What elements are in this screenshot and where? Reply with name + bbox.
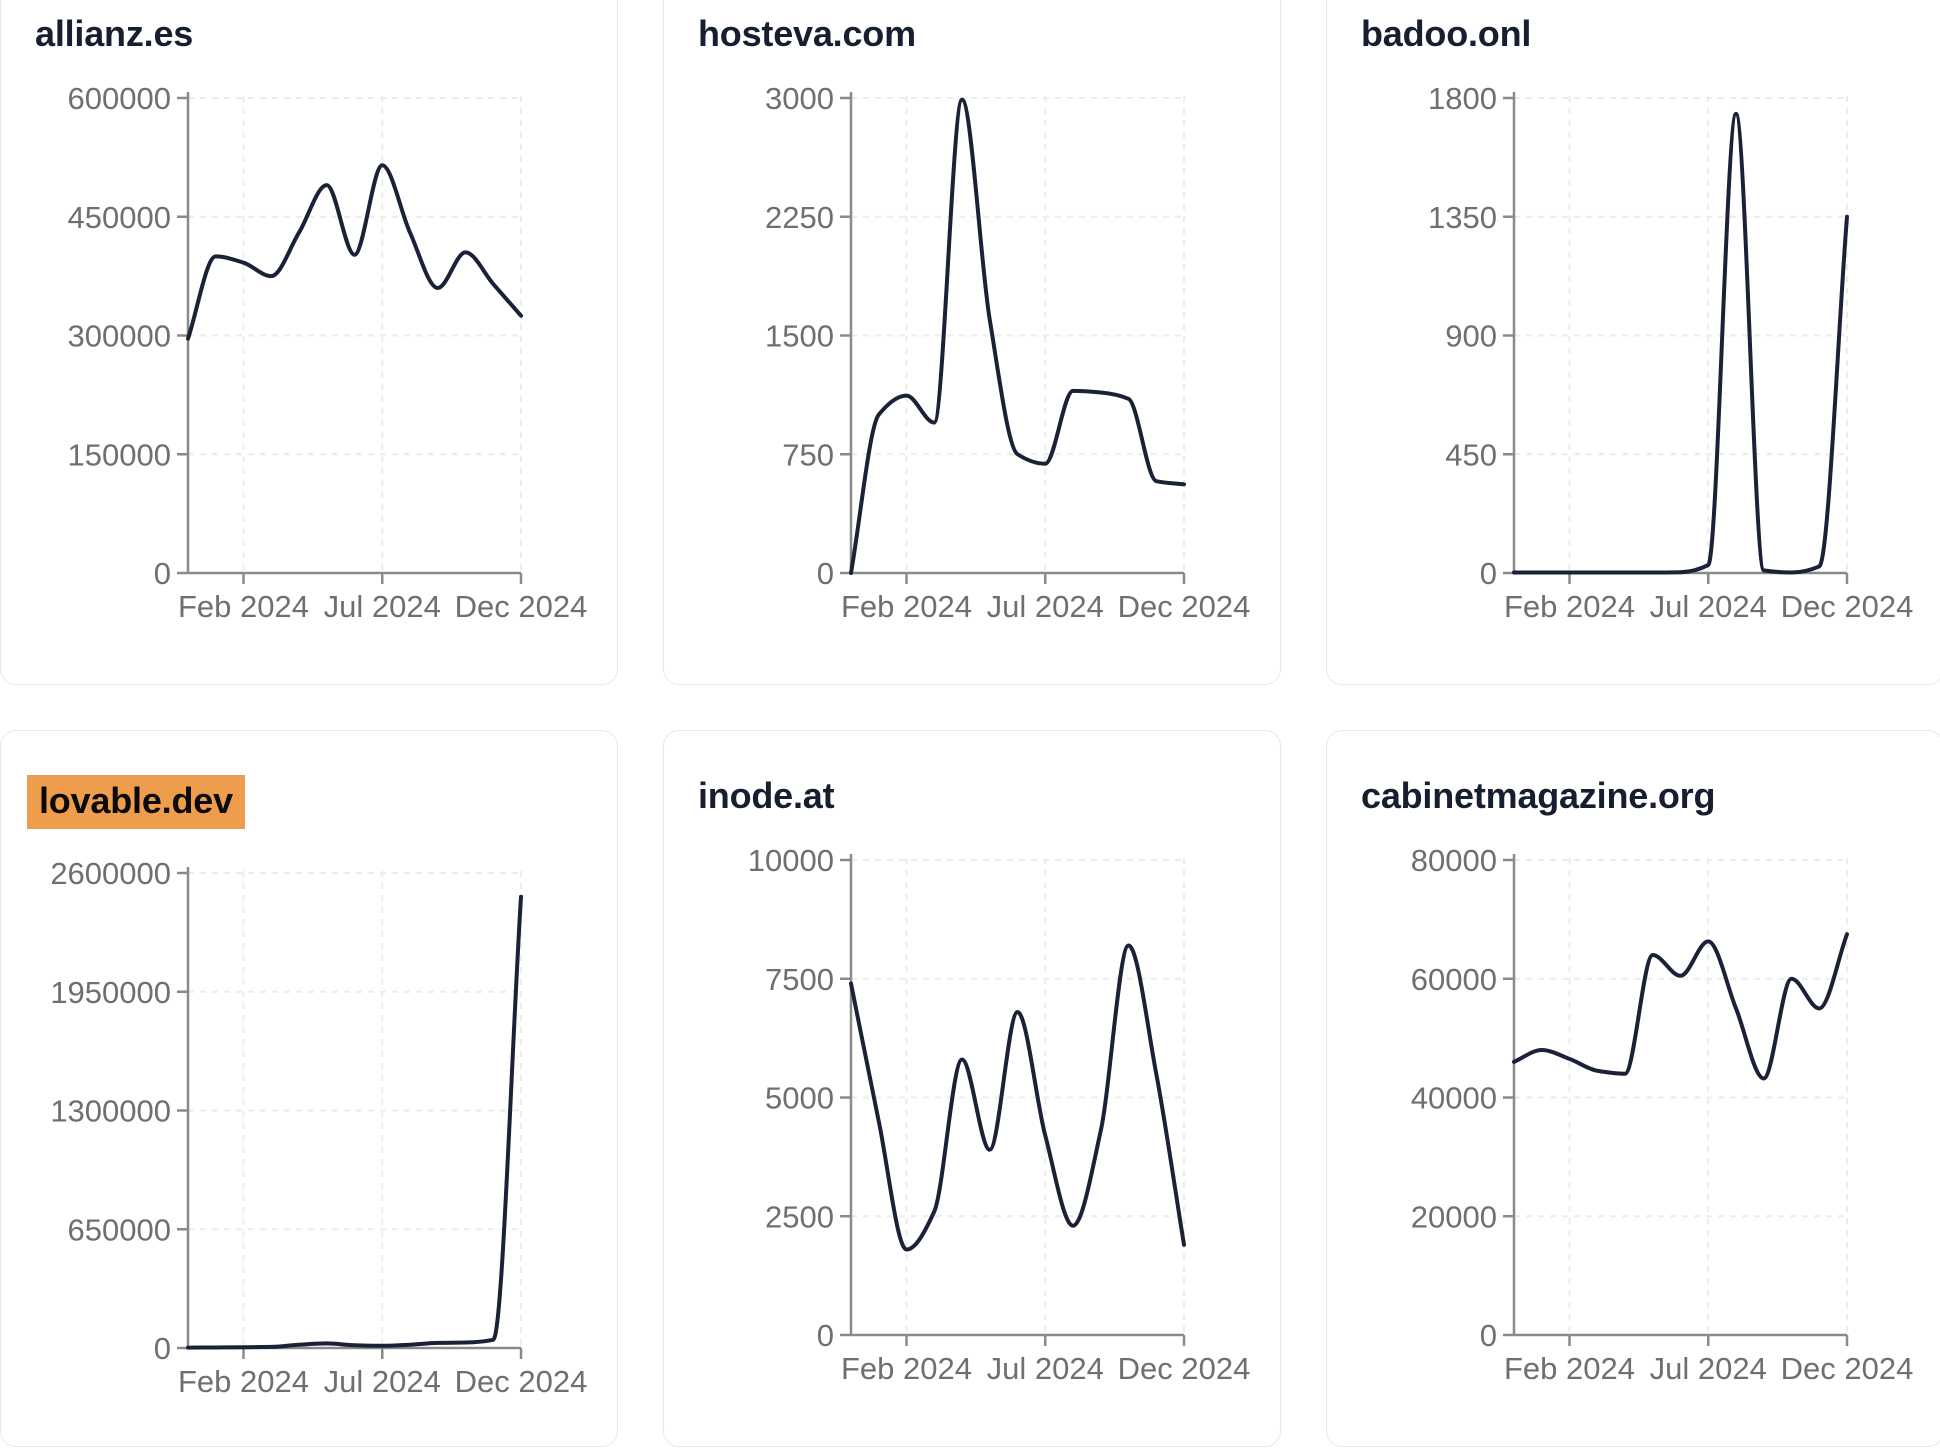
chart-card-cabinetmagazine-org: cabinetmagazine.org 0 20000 40000 60000 8000… — [1326, 730, 1940, 1447]
x-tick-label: Feb 2024 — [841, 589, 972, 624]
y-tick-label: 450 — [1445, 438, 1497, 473]
x-tick-label: Dec 2024 — [1118, 589, 1251, 624]
x-tick-label: Jul 2024 — [987, 589, 1104, 624]
y-tick-label: 1350 — [1428, 200, 1497, 235]
axes — [1503, 92, 1849, 585]
y-tick-label: 450000 — [68, 200, 171, 235]
series-line — [849, 943, 1186, 1252]
chart-title: allianz.es — [35, 13, 585, 54]
axis-labels: 0 750 1500 2250 3000 Feb 2024 Jul 2024 Dec 2024 — [765, 81, 1250, 624]
y-tick-label: 300000 — [68, 319, 171, 354]
chart-card-badoo-onl: badoo.onl 0 450 900 1350 1800 Feb 2024 Jul 202… — [1326, 0, 1940, 685]
line-chart-badoo-onl: 0 450 900 1350 1800 Feb 2024 Jul 2024 Dec 2024 — [1428, 81, 1913, 624]
chart-title-text: badoo.onl — [1361, 13, 1532, 54]
axes — [840, 854, 1186, 1347]
y-tick-label: 1500 — [765, 319, 834, 354]
series-line — [186, 163, 523, 342]
y-tick-label: 5000 — [765, 1081, 834, 1116]
y-tick-label: 0 — [817, 1318, 834, 1353]
y-tick-label: 3000 — [765, 81, 834, 116]
axis-labels: 0 20000 40000 60000 80000 Feb 2024 Jul 2024 Dec… — [1411, 843, 1914, 1386]
gridlines — [1514, 96, 1848, 574]
series-line — [1512, 112, 1849, 575]
axes — [177, 867, 523, 1360]
chart-title-text-highlighted: lovable.dev — [27, 775, 245, 830]
axes — [1503, 854, 1849, 1347]
axis-labels: 0 2500 5000 7500 10000 Feb 2024 Jul 2024 Dec 20… — [748, 843, 1251, 1386]
axes — [177, 92, 523, 585]
x-tick-label: Jul 2024 — [1650, 589, 1767, 624]
x-tick-label: Jul 2024 — [324, 589, 441, 624]
x-tick-label: Feb 2024 — [1504, 1351, 1635, 1386]
chart-title: hosteva.com — [698, 13, 1248, 54]
chart-title-text: hosteva.com — [698, 13, 916, 54]
line-chart-lovable-dev: 0 650000 1300000 1950000 2600000 Feb 2024 Jul … — [50, 856, 587, 1399]
y-tick-label: 1800 — [1428, 81, 1497, 116]
x-tick-label: Jul 2024 — [324, 1364, 441, 1399]
chart-title-text: allianz.es — [35, 13, 194, 54]
line-chart-allianz-es: 0 150000 300000 450000 600000 Feb 2024 Jul 202… — [68, 81, 588, 624]
gridlines — [1514, 858, 1848, 1336]
y-tick-label: 0 — [1480, 556, 1497, 591]
x-tick-label: Jul 2024 — [1650, 1351, 1767, 1386]
x-tick-label: Feb 2024 — [1504, 589, 1635, 624]
y-tick-label: 750 — [782, 438, 834, 473]
chart-card-hosteva-com: hosteva.com 0 750 1500 2250 3000 Feb 2024 Jul … — [663, 0, 1281, 685]
chart-title-text: cabinetmagazine.org — [1361, 775, 1716, 816]
y-tick-label: 0 — [154, 1331, 171, 1366]
axis-labels: 0 450 900 1350 1800 Feb 2024 Jul 2024 Dec 2024 — [1428, 81, 1913, 624]
y-tick-label: 650000 — [68, 1213, 171, 1248]
gridlines — [851, 96, 1185, 574]
axis-labels: 0 650000 1300000 1950000 2600000 Feb 2024 Jul … — [50, 856, 587, 1399]
gridlines — [188, 871, 522, 1349]
y-tick-label: 2500 — [765, 1200, 834, 1235]
x-tick-label: Feb 2024 — [178, 589, 309, 624]
x-tick-label: Dec 2024 — [1781, 589, 1914, 624]
x-tick-label: Dec 2024 — [1781, 1351, 1914, 1386]
x-tick-label: Feb 2024 — [178, 1364, 309, 1399]
y-tick-label: 40000 — [1411, 1081, 1497, 1116]
y-tick-label: 1950000 — [50, 975, 171, 1010]
y-tick-label: 1300000 — [50, 1094, 171, 1129]
axis-labels: 0 150000 300000 450000 600000 Feb 2024 Jul 202… — [68, 81, 588, 624]
chart-title: cabinetmagazine.org — [1361, 775, 1911, 816]
series-line — [186, 895, 523, 1351]
y-tick-label: 2600000 — [50, 856, 171, 891]
y-tick-label: 600000 — [68, 81, 171, 116]
x-tick-label: Jul 2024 — [987, 1351, 1104, 1386]
y-tick-label: 0 — [154, 556, 171, 591]
y-tick-label: 80000 — [1411, 843, 1497, 878]
line-chart-inode-at: 0 2500 5000 7500 10000 Feb 2024 Jul 2024 Dec 20… — [748, 843, 1251, 1386]
y-tick-label: 7500 — [765, 962, 834, 997]
y-tick-label: 0 — [817, 556, 834, 591]
series-line — [849, 97, 1186, 576]
chart-card-lovable-dev: lovable.dev 0 650000 1300000 1950000 2600000… — [0, 730, 618, 1447]
chart-card-allianz-es: allianz.es 0 150000 300000 450000 600000 Feb … — [0, 0, 618, 685]
line-chart-hosteva-com: 0 750 1500 2250 3000 Feb 2024 Jul 2024 Dec 2024 — [765, 81, 1250, 624]
x-tick-label: Feb 2024 — [841, 1351, 972, 1386]
y-tick-label: 150000 — [68, 438, 171, 473]
gridlines — [188, 96, 522, 574]
y-tick-label: 900 — [1445, 319, 1497, 354]
chart-title: lovable.dev — [27, 775, 585, 830]
chart-title-text: inode.at — [698, 775, 835, 816]
x-tick-label: Dec 2024 — [455, 589, 588, 624]
x-tick-label: Dec 2024 — [455, 1364, 588, 1399]
series-line — [1512, 932, 1849, 1081]
y-tick-label: 0 — [1480, 1318, 1497, 1353]
chart-card-inode-at: inode.at 0 2500 5000 7500 10000 Feb 2024 Jul 2… — [663, 730, 1281, 1447]
line-chart-cabinetmagazine-org: 0 20000 40000 60000 80000 Feb 2024 Jul 2024 Dec… — [1411, 843, 1914, 1386]
chart-title: inode.at — [698, 775, 1248, 816]
y-tick-label: 20000 — [1411, 1200, 1497, 1235]
y-tick-label: 10000 — [748, 843, 834, 878]
x-tick-label: Dec 2024 — [1118, 1351, 1251, 1386]
chart-title: badoo.onl — [1361, 13, 1911, 54]
y-tick-label: 2250 — [765, 200, 834, 235]
axes — [840, 92, 1186, 585]
gridlines — [851, 858, 1185, 1336]
y-tick-label: 60000 — [1411, 962, 1497, 997]
